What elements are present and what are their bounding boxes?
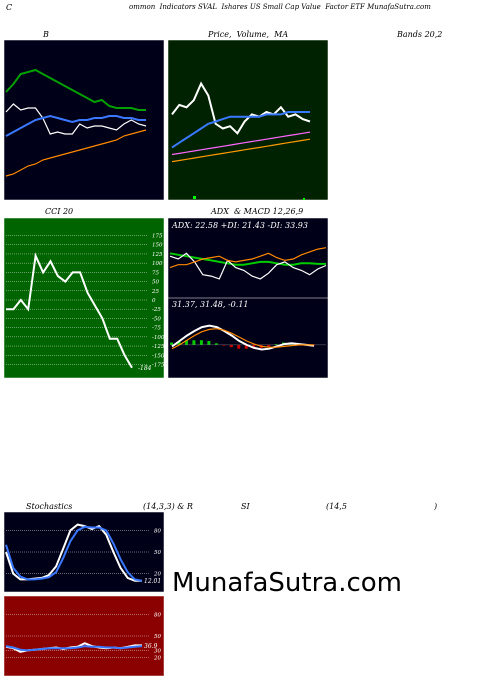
tick-label: 0 <box>152 298 156 304</box>
tick-label: -150 <box>152 353 164 359</box>
bollinger-series-3 <box>5 129 147 177</box>
tick-label: 50 <box>154 550 161 556</box>
tick-label: 25 <box>151 289 159 295</box>
tick-label: 80 <box>154 612 161 618</box>
macd-histogram-bar <box>214 343 218 345</box>
bollinger-series-0 <box>5 68 146 111</box>
label-cci: CCI 20 <box>45 207 74 216</box>
macd-histogram-bar <box>222 344 226 346</box>
last-value-label: 12.01 <box>144 578 161 585</box>
tick-label: 50 <box>152 280 159 286</box>
volume-bar <box>303 198 305 200</box>
adx-series-2 <box>169 247 327 269</box>
macd-readout: 31.37, 31.48, -0.11 <box>172 300 249 309</box>
tick-label: -100 <box>152 335 164 341</box>
tick-label: -75 <box>152 326 161 332</box>
last-value-label: 36.9 <box>144 643 158 650</box>
bollinger-panel <box>4 40 164 200</box>
macd-histogram-bar <box>229 344 233 348</box>
watermark: MunafaSutra.com <box>172 568 403 598</box>
header-title: ommon Indicators SVAL Ishares US Small C… <box>129 3 431 11</box>
bollinger-series-2 <box>5 114 146 137</box>
tick-label: 125 <box>152 252 163 258</box>
tick-label: -50 <box>152 316 161 322</box>
tick-label: 30 <box>154 648 161 654</box>
macd-series-0 <box>171 324 315 351</box>
macd-histogram-bar <box>274 344 278 345</box>
macd-histogram-bar <box>207 341 211 345</box>
rsi-panel: 80 50 30 20 36.9 <box>4 596 164 676</box>
tick-label: 175 <box>152 234 163 240</box>
rsi-series-1 <box>5 645 143 652</box>
price_volume_ma-series-3 <box>171 138 311 163</box>
macd-histogram-bar <box>192 340 196 345</box>
header-c: C <box>6 3 13 12</box>
tick-label: 80 <box>154 528 161 534</box>
macd-histogram-bar <box>244 344 248 349</box>
macd-histogram-bar <box>267 344 271 347</box>
label-stoch-params: (14,3,3) & R <box>143 502 193 511</box>
adx-series-1 <box>169 252 327 280</box>
price-volume-ma-panel <box>168 40 328 200</box>
stochastics-panel: 80 50 20 12.01 <box>4 512 164 592</box>
label-b: B <box>43 30 49 39</box>
tick-label: 100 <box>152 261 163 267</box>
label-rsi: SI <box>241 502 250 511</box>
volume-bar <box>193 196 196 199</box>
last-value-label: -184 <box>138 365 152 372</box>
cci-series-0 <box>6 252 133 369</box>
macd-histogram-bar <box>184 340 188 345</box>
macd-histogram-bar <box>177 341 181 345</box>
label-stochastics: Stochastics <box>26 502 73 511</box>
tick-label: 75 <box>152 270 159 276</box>
adx-series-0 <box>169 252 326 266</box>
label-price-ma: Price, Volume, MA <box>208 30 289 39</box>
adx-panel: ADX: 22.58 +DI: 21.43 -DI: 33.93 <box>168 218 328 298</box>
bollinger-series-1 <box>5 103 147 135</box>
adx-readout: ADX: 22.58 +DI: 21.43 -DI: 33.93 <box>171 221 308 230</box>
tick-label: 20 <box>153 656 161 662</box>
stochastics-series-1 <box>5 525 143 582</box>
tick-label: 20 <box>153 572 161 578</box>
label-rsi-params: (14,5 <box>326 502 347 511</box>
macd-series-1 <box>171 328 314 350</box>
label-adx-macd: ADX & MACD 12,26,9 <box>211 207 304 216</box>
tick-label: 150 <box>152 243 163 249</box>
label-bands: Bands 20,2 <box>397 30 443 39</box>
price_volume_ma-series-1 <box>171 111 310 149</box>
cci-panel: 175 150 125 100 75 50 25 0 -25 -50 -75 -100 -125 -150… <box>4 218 164 378</box>
price_volume_ma-series-0 <box>171 81 311 135</box>
label-close: ) <box>434 502 438 511</box>
macd-histogram-bar <box>237 344 241 349</box>
macd-panel: 31.37, 31.48, -0.11 <box>168 298 328 378</box>
tick-label: -25 <box>152 307 161 313</box>
macd-histogram-bar <box>199 340 203 345</box>
price_volume_ma-series-2 <box>171 131 311 156</box>
tick-label: 50 <box>154 634 161 640</box>
tick-label: -175 <box>152 362 164 368</box>
tick-label: -125 <box>152 344 164 350</box>
macd-histogram-bar <box>170 342 173 345</box>
